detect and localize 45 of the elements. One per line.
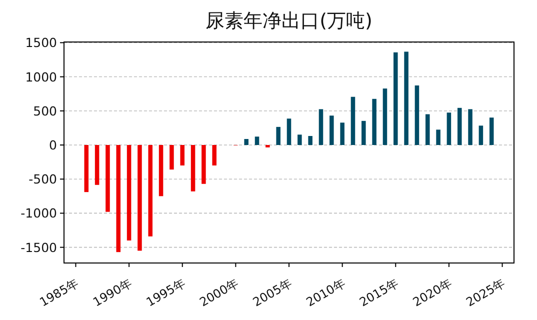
- bar: [330, 116, 334, 145]
- bar: [84, 144, 89, 192]
- bar: [126, 144, 132, 240]
- bar: [394, 52, 398, 145]
- bar: [106, 144, 110, 212]
- bar: [138, 144, 142, 251]
- bar: [298, 134, 302, 145]
- bar: [457, 108, 462, 145]
- bar: [414, 85, 420, 145]
- bar: [202, 144, 206, 184]
- bar: [148, 144, 153, 236]
- bar: [468, 109, 472, 145]
- bar: [404, 52, 408, 145]
- bar: [254, 136, 260, 145]
- bar: [276, 126, 280, 145]
- bar: [190, 144, 196, 192]
- bar: [382, 88, 388, 145]
- bar: [489, 118, 494, 145]
- bar: [212, 144, 216, 166]
- y-tick-label: -1000: [20, 206, 58, 221]
- bar: [116, 144, 121, 252]
- bar: [286, 118, 292, 145]
- bar: [372, 98, 376, 145]
- bar: [340, 122, 344, 145]
- bar: [158, 144, 164, 196]
- bar: [266, 144, 270, 148]
- y-tick-label: -500: [28, 172, 58, 187]
- bar: [436, 130, 440, 145]
- bar: [170, 144, 174, 170]
- bar: [425, 114, 430, 145]
- y-tick-label: 0: [49, 137, 58, 152]
- bar: [350, 96, 356, 145]
- bar: [318, 109, 324, 145]
- bar: [362, 120, 366, 145]
- bar: [244, 138, 248, 145]
- y-tick-label: -1500: [20, 240, 58, 255]
- y-tick-label: 1000: [25, 69, 58, 84]
- y-tick-label: 500: [33, 103, 58, 118]
- bar: [478, 126, 484, 145]
- bar: [94, 144, 100, 185]
- bar: [446, 112, 452, 145]
- chart-title: 尿素年净出口(万吨): [206, 10, 372, 32]
- bar: [308, 136, 312, 145]
- y-tick-label: 1500: [25, 35, 58, 50]
- bar: [180, 144, 184, 166]
